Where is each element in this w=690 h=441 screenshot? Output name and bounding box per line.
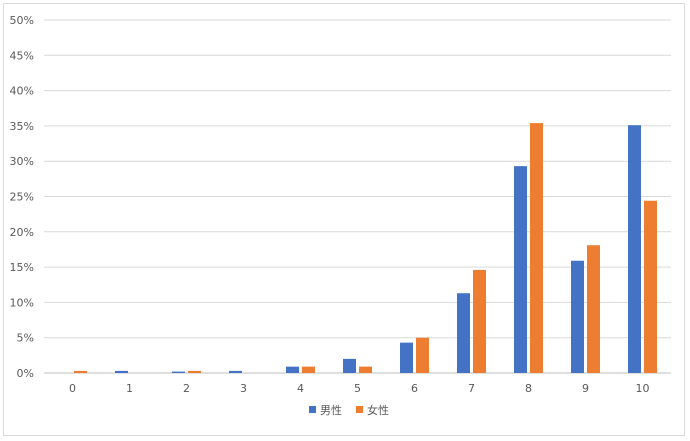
bar-female-9	[587, 245, 600, 373]
bar-male-1	[115, 370, 128, 373]
gridlines	[44, 19, 671, 374]
y-tick-label: 5%	[17, 332, 34, 345]
bar-female-6	[416, 337, 429, 373]
y-tick-label: 40%	[10, 85, 34, 98]
y-tick-label: 50%	[10, 14, 34, 27]
y-axis-tick-labels: 0% 5% 10% 15% 20% 25% 30% 35% 40% 45% 50%	[10, 14, 34, 380]
x-axis-tick-labels: 0 1 2 3 4 5 6 7 8 9 10	[69, 382, 650, 395]
y-tick-label: 0%	[17, 367, 34, 380]
bar-male-2	[172, 371, 185, 373]
bar-male-7	[457, 293, 470, 373]
bar-female-4	[302, 366, 315, 373]
bar-female-0	[74, 370, 87, 373]
bar-female-7	[473, 269, 486, 373]
x-tick-label: 4	[297, 382, 304, 395]
legend-swatch-male	[309, 406, 316, 413]
y-tick-label: 10%	[10, 296, 34, 309]
y-tick-label: 15%	[10, 261, 34, 274]
bar-female-10	[644, 200, 657, 373]
bar-male-4	[286, 366, 299, 373]
bars	[74, 123, 657, 374]
bar-female-2	[188, 370, 201, 373]
y-tick-label: 30%	[10, 155, 34, 168]
chart-frame: 0% 5% 10% 15% 20% 25% 30% 35% 40% 45% 50% 0 1 2 3 4 5 6 7…	[3, 3, 685, 436]
y-tick-label: 45%	[10, 49, 34, 62]
x-tick-label: 1	[126, 382, 133, 395]
bar-male-10	[628, 125, 641, 373]
x-tick-label: 8	[525, 382, 532, 395]
legend-label-female: 女性	[367, 403, 389, 417]
bar-female-5	[359, 366, 372, 373]
x-tick-label: 0	[69, 382, 76, 395]
bar-male-8	[514, 166, 527, 373]
bar-male-9	[571, 260, 584, 373]
legend-swatch-female	[356, 406, 363, 413]
bar-chart: 0% 5% 10% 15% 20% 25% 30% 35% 40% 45% 50% 0 1 2 3 4 5 6 7…	[10, 14, 671, 417]
x-tick-label: 10	[636, 382, 650, 395]
x-tick-label: 5	[354, 382, 361, 395]
x-tick-label: 6	[411, 382, 418, 395]
bar-male-3	[229, 370, 242, 373]
x-tick-label: 3	[240, 382, 247, 395]
bar-female-8	[530, 123, 543, 374]
y-tick-label: 20%	[10, 226, 34, 239]
bar-male-6	[400, 342, 413, 373]
x-tick-label: 9	[582, 382, 589, 395]
bar-male-5	[343, 358, 356, 373]
y-tick-label: 25%	[10, 191, 34, 204]
x-tick-label: 2	[183, 382, 190, 395]
x-tick-label: 7	[468, 382, 475, 395]
legend-label-male: 男性	[320, 403, 342, 417]
y-tick-label: 35%	[10, 120, 34, 133]
legend: 男性 女性	[309, 403, 389, 417]
